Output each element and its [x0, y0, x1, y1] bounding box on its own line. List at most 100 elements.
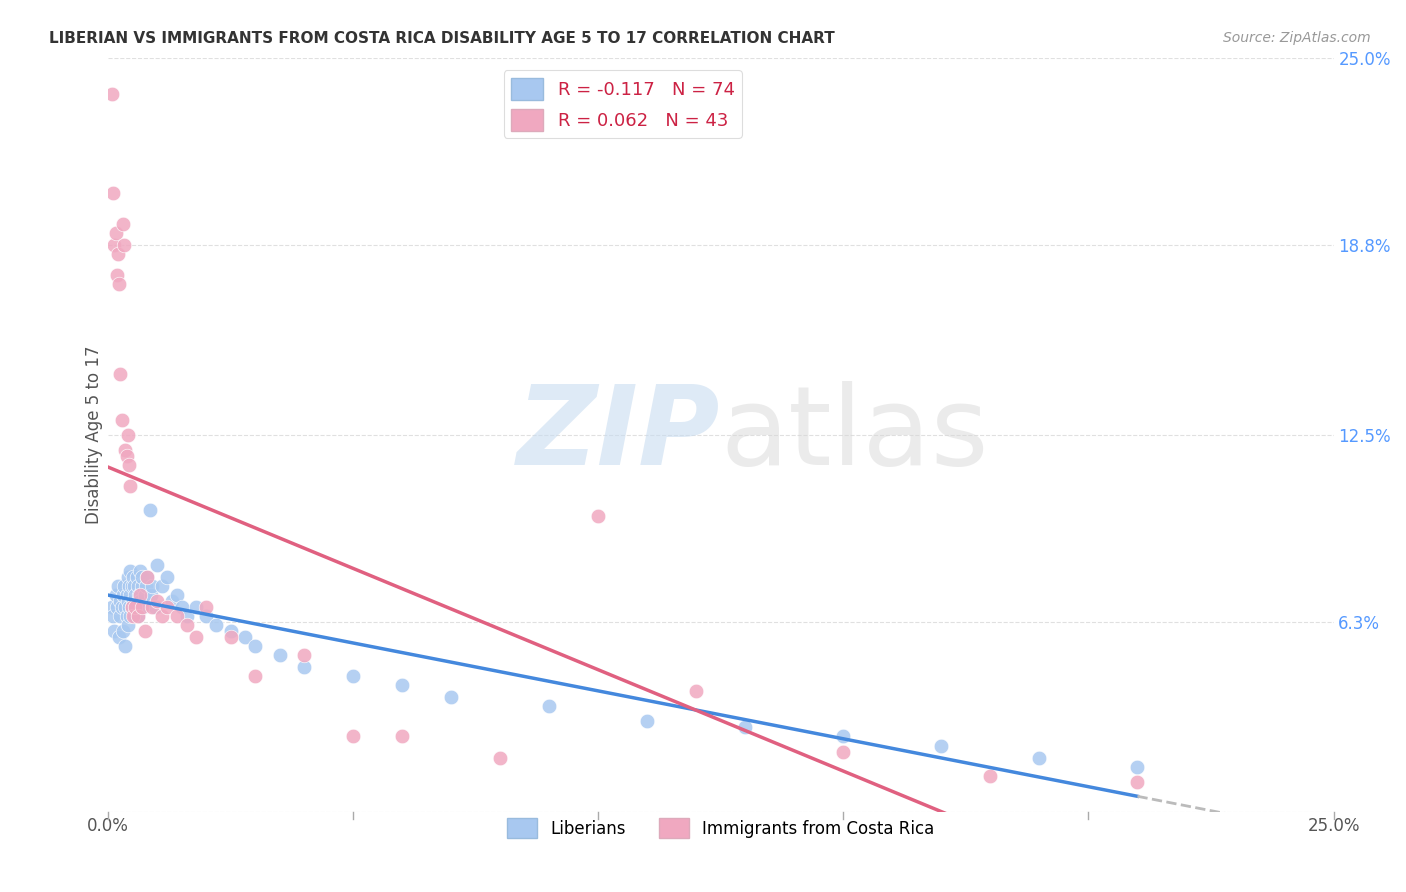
Point — [1028, 750, 1050, 764]
Point — [141, 579, 163, 593]
Point — [538, 699, 561, 714]
Point — [110, 593, 132, 607]
Point — [107, 246, 129, 260]
Text: Source: ZipAtlas.com: Source: ZipAtlas.com — [1223, 31, 1371, 45]
Point — [110, 608, 132, 623]
Point — [114, 599, 136, 614]
Point — [114, 442, 136, 457]
Point — [121, 569, 143, 583]
Point — [139, 503, 162, 517]
Point — [120, 564, 142, 578]
Point — [120, 479, 142, 493]
Point — [134, 588, 156, 602]
Point — [117, 617, 139, 632]
Point — [235, 630, 257, 644]
Point — [150, 608, 173, 623]
Point — [1126, 759, 1149, 773]
Point — [108, 277, 131, 291]
Point — [111, 599, 134, 614]
Point — [170, 599, 193, 614]
Point — [136, 569, 159, 583]
Point — [122, 608, 145, 623]
Point — [136, 569, 159, 583]
Point — [112, 237, 135, 252]
Point — [127, 579, 149, 593]
Point — [128, 588, 150, 602]
Point — [101, 599, 124, 614]
Point — [245, 669, 267, 683]
Point — [131, 579, 153, 593]
Point — [195, 608, 218, 623]
Point — [588, 509, 610, 524]
Point — [121, 608, 143, 623]
Point — [105, 599, 128, 614]
Point — [292, 648, 315, 662]
Point — [104, 226, 127, 240]
Point — [292, 660, 315, 674]
Point — [110, 368, 132, 382]
Point — [832, 745, 855, 759]
Point — [103, 624, 125, 638]
Point — [219, 624, 242, 638]
Point — [124, 588, 146, 602]
Text: ZIP: ZIP — [517, 381, 721, 488]
Point — [131, 599, 153, 614]
Point — [131, 569, 153, 583]
Point — [124, 599, 146, 614]
Point — [146, 593, 169, 607]
Point — [195, 599, 218, 614]
Point — [118, 599, 141, 614]
Point — [122, 579, 145, 593]
Point — [124, 599, 146, 614]
Point — [342, 669, 364, 683]
Point — [129, 564, 152, 578]
Point — [115, 449, 138, 463]
Point — [117, 569, 139, 583]
Point — [118, 458, 141, 472]
Point — [115, 608, 138, 623]
Point — [979, 769, 1001, 783]
Legend: Liberians, Immigrants from Costa Rica: Liberians, Immigrants from Costa Rica — [501, 812, 942, 845]
Point — [117, 593, 139, 607]
Point — [166, 608, 188, 623]
Point — [111, 588, 134, 602]
Point — [107, 579, 129, 593]
Point — [1126, 774, 1149, 789]
Point — [127, 608, 149, 623]
Point — [132, 599, 155, 614]
Point — [146, 558, 169, 572]
Point — [156, 569, 179, 583]
Text: atlas: atlas — [721, 381, 990, 488]
Point — [141, 588, 163, 602]
Point — [219, 630, 242, 644]
Point — [120, 588, 142, 602]
Point — [391, 678, 413, 692]
Point — [931, 739, 953, 753]
Point — [108, 630, 131, 644]
Point — [150, 579, 173, 593]
Point — [129, 588, 152, 602]
Point — [176, 608, 198, 623]
Point — [245, 639, 267, 653]
Point — [143, 599, 166, 614]
Point — [101, 608, 124, 623]
Point — [186, 599, 208, 614]
Point — [111, 624, 134, 638]
Point — [118, 579, 141, 593]
Point — [112, 579, 135, 593]
Point — [111, 413, 134, 427]
Point — [101, 87, 124, 101]
Point — [117, 427, 139, 442]
Point — [114, 639, 136, 653]
Point — [115, 588, 138, 602]
Point — [186, 630, 208, 644]
Point — [832, 730, 855, 744]
Point — [636, 714, 658, 729]
Point — [269, 648, 291, 662]
Point — [342, 730, 364, 744]
Point — [734, 720, 756, 734]
Point — [101, 186, 124, 201]
Point — [391, 730, 413, 744]
Point — [685, 684, 707, 698]
Text: LIBERIAN VS IMMIGRANTS FROM COSTA RICA DISABILITY AGE 5 TO 17 CORRELATION CHART: LIBERIAN VS IMMIGRANTS FROM COSTA RICA D… — [49, 31, 835, 46]
